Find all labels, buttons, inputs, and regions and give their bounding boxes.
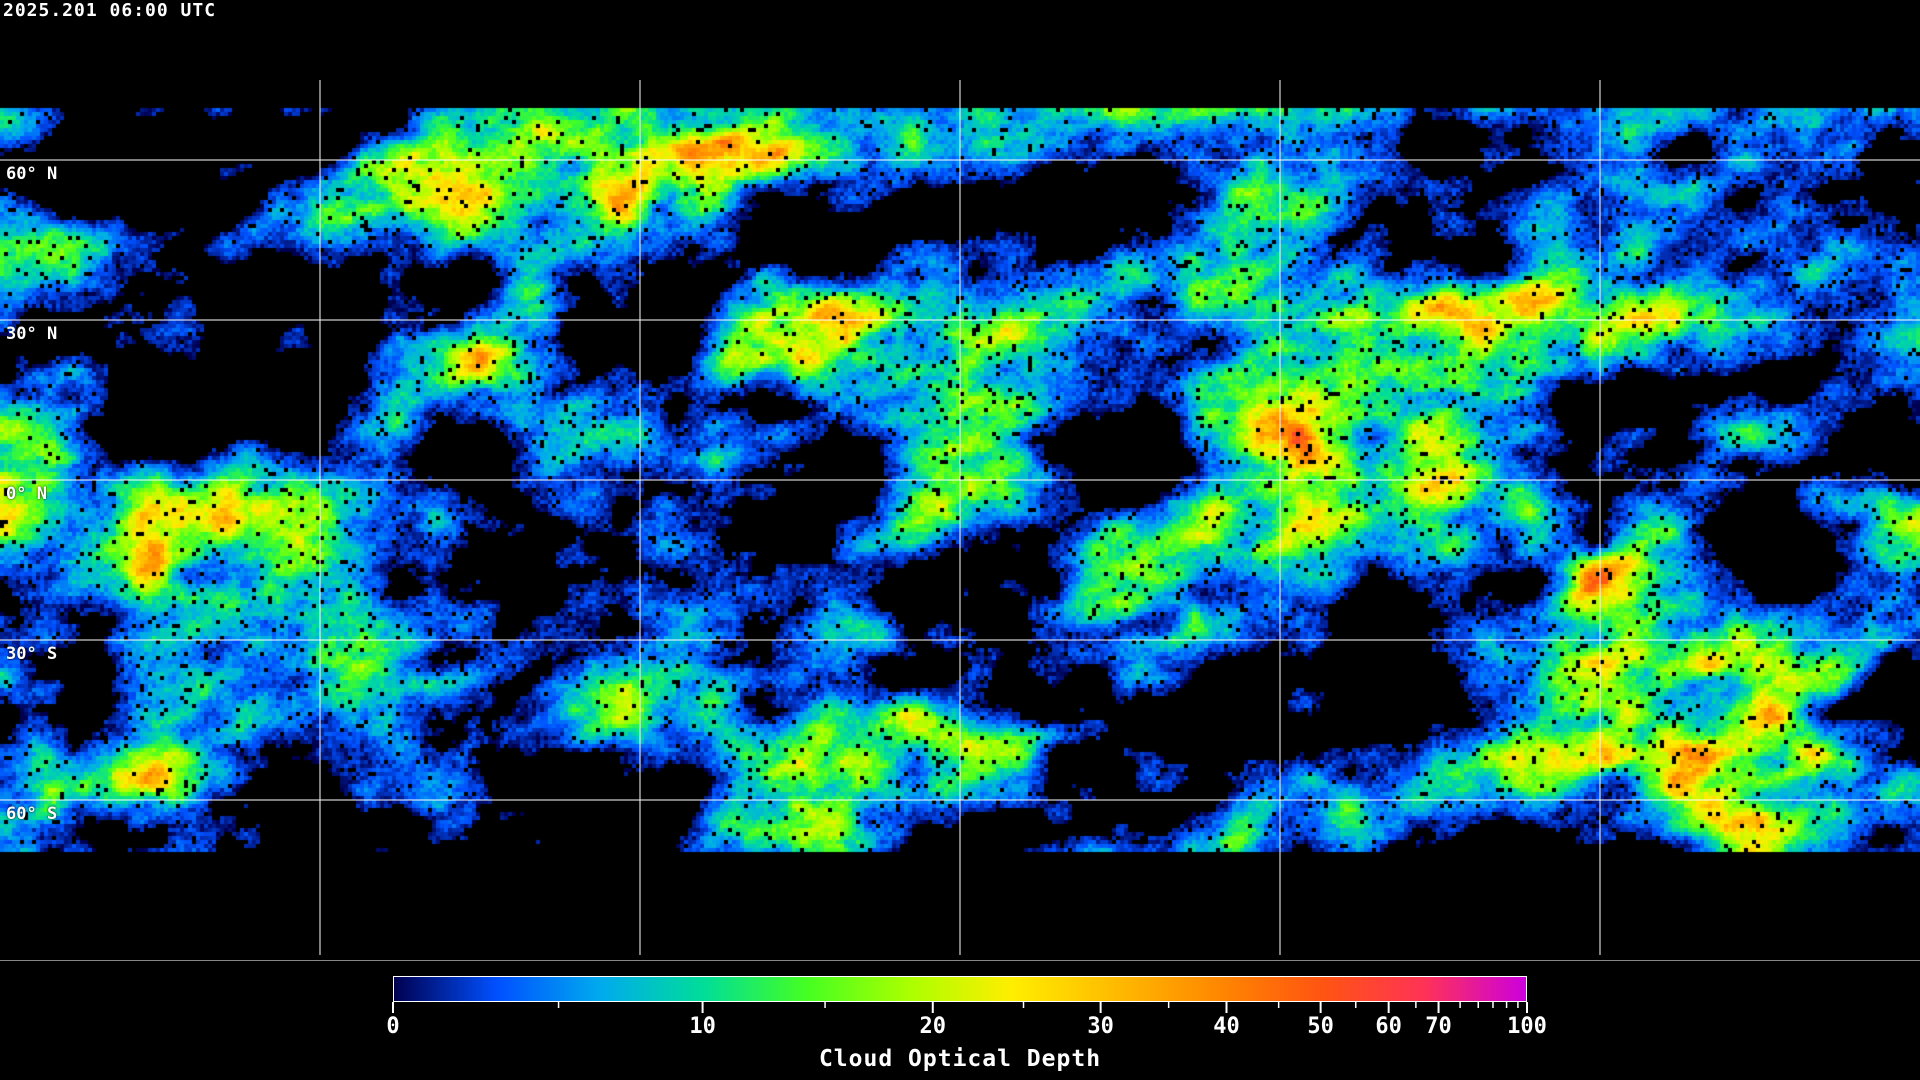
- colorbar-tick-label: 40: [1213, 1014, 1240, 1039]
- lat-label-30s: 30° S: [6, 644, 58, 664]
- colorbar-tick-label: 20: [919, 1014, 947, 1039]
- colorbar-tick-label: 50: [1307, 1014, 1334, 1039]
- cloud-optical-depth-map: 2025.201 06:00 UTC 60° N 30° N 0° N 30° …: [0, 0, 1920, 961]
- colorbar-tick-label: 30: [1087, 1014, 1114, 1039]
- timestamp: 2025.201 06:00 UTC: [3, 0, 217, 21]
- colorbar-tick-label: 70: [1425, 1014, 1452, 1039]
- colorbar-tick-label: 60: [1375, 1014, 1402, 1039]
- colorbar: [393, 976, 1527, 1002]
- colorbar-tick-label: 10: [689, 1014, 716, 1039]
- lat-label-60s: 60° S: [6, 804, 58, 824]
- lat-label-30n: 30° N: [6, 324, 58, 344]
- colorbar-tick-label: 100: [1507, 1014, 1547, 1039]
- lat-label-0n: 0° N: [6, 484, 47, 504]
- lat-label-60n: 60° N: [6, 164, 58, 184]
- colorbar-title: Cloud Optical Depth: [818, 1046, 1102, 1072]
- lat-lon-grid: [0, 80, 1920, 955]
- colorbar-tick-label: 0: [386, 1014, 400, 1039]
